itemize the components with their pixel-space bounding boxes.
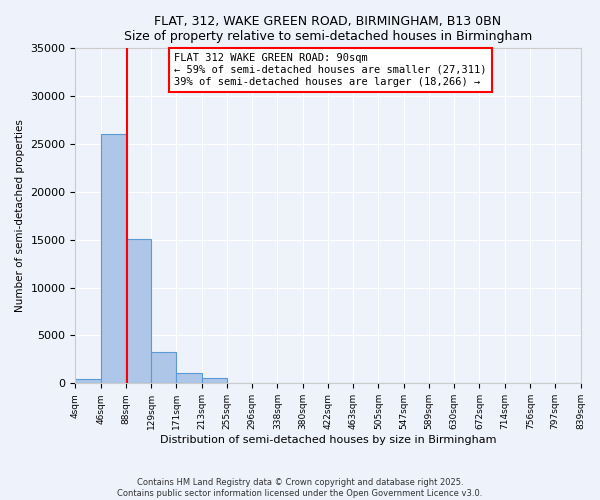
X-axis label: Distribution of semi-detached houses by size in Birmingham: Distribution of semi-detached houses by … [160, 435, 496, 445]
Bar [202, 378, 227, 384]
Text: FLAT 312 WAKE GREEN ROAD: 90sqm
← 59% of semi-detached houses are smaller (27,31: FLAT 312 WAKE GREEN ROAD: 90sqm ← 59% of… [174, 54, 487, 86]
Bar [76, 378, 101, 384]
Text: Contains HM Land Registry data © Crown copyright and database right 2025.
Contai: Contains HM Land Registry data © Crown c… [118, 478, 482, 498]
Y-axis label: Number of semi-detached properties: Number of semi-detached properties [15, 120, 25, 312]
Bar [126, 239, 151, 384]
Bar [151, 352, 176, 384]
Title: FLAT, 312, WAKE GREEN ROAD, BIRMINGHAM, B13 0BN
Size of property relative to sem: FLAT, 312, WAKE GREEN ROAD, BIRMINGHAM, … [124, 15, 532, 43]
Bar [176, 373, 202, 384]
Bar [101, 134, 126, 384]
